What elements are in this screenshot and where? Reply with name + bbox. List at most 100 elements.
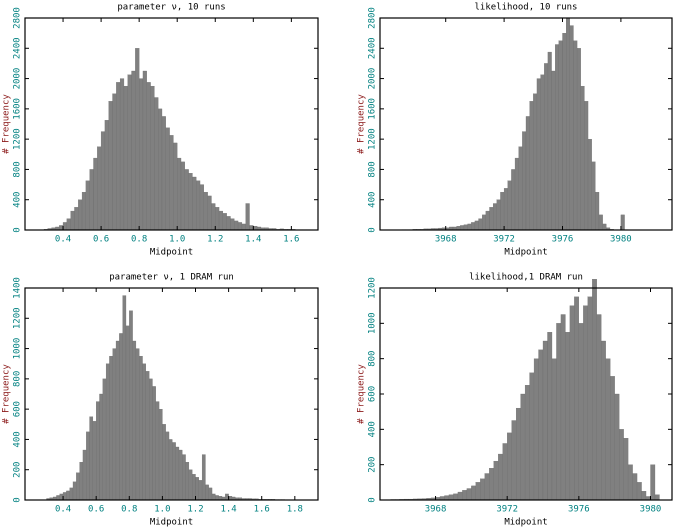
bar bbox=[66, 218, 71, 231]
bar bbox=[598, 214, 603, 231]
bar bbox=[89, 416, 94, 501]
bar bbox=[496, 199, 501, 231]
bar bbox=[78, 199, 83, 231]
bar bbox=[241, 223, 246, 231]
bar bbox=[139, 78, 144, 231]
bar bbox=[580, 85, 585, 231]
x-tick-label: 3976 bbox=[568, 505, 590, 515]
y-tick-label: 1400 bbox=[13, 277, 23, 299]
bar bbox=[547, 332, 553, 501]
bar bbox=[493, 460, 499, 501]
y-tick-label: 1600 bbox=[13, 98, 23, 120]
y-tick-label: 0 bbox=[13, 227, 23, 232]
bar bbox=[199, 184, 204, 231]
x-axis-label: Midpoint bbox=[150, 248, 193, 258]
bar bbox=[587, 138, 592, 231]
bar bbox=[525, 116, 530, 231]
bar bbox=[82, 449, 87, 501]
bar bbox=[474, 220, 479, 231]
bar bbox=[182, 454, 186, 501]
y-tick-label: 1200 bbox=[368, 277, 378, 299]
bar bbox=[215, 495, 219, 501]
y-tick-label: 800 bbox=[368, 351, 378, 367]
bar bbox=[149, 378, 153, 501]
bar bbox=[207, 195, 212, 231]
x-tick-label: 1.4 bbox=[245, 235, 261, 245]
y-tick-label: 1200 bbox=[13, 128, 23, 150]
bar bbox=[175, 446, 180, 501]
bar bbox=[97, 146, 102, 231]
y-tick-label: 400 bbox=[13, 192, 23, 208]
bar bbox=[211, 493, 216, 501]
bar bbox=[237, 222, 243, 231]
bar bbox=[161, 116, 166, 231]
bar bbox=[150, 85, 155, 231]
chart-title: likelihood, 10 runs bbox=[475, 3, 578, 13]
y-tick-label: 1200 bbox=[368, 128, 378, 150]
x-axis-label: Midpoint bbox=[504, 518, 547, 528]
bar bbox=[70, 210, 75, 231]
bar bbox=[125, 325, 130, 501]
bar bbox=[555, 44, 560, 231]
bar bbox=[511, 169, 516, 231]
bar bbox=[165, 127, 170, 231]
y-tick-label: 1200 bbox=[13, 307, 23, 329]
bar bbox=[632, 473, 638, 501]
bar bbox=[72, 481, 77, 501]
x-axis-label: Midpoint bbox=[504, 248, 547, 258]
y-tick-label: 2400 bbox=[368, 37, 378, 59]
bar bbox=[96, 401, 100, 501]
x-tick-label: 0.6 bbox=[93, 235, 109, 245]
bar bbox=[467, 223, 472, 231]
bar bbox=[105, 363, 110, 501]
bar bbox=[569, 305, 575, 501]
bar bbox=[234, 220, 239, 231]
bar bbox=[109, 355, 113, 501]
y-tick-label: 200 bbox=[368, 457, 378, 473]
bar bbox=[565, 332, 571, 501]
x-tick-label: 0.8 bbox=[131, 235, 147, 245]
bar bbox=[463, 224, 468, 231]
bar bbox=[489, 468, 494, 501]
bar bbox=[201, 454, 206, 501]
bar bbox=[457, 491, 463, 501]
bar bbox=[178, 449, 183, 501]
bar bbox=[79, 461, 84, 501]
bar bbox=[86, 431, 90, 501]
bar bbox=[226, 216, 231, 231]
x-tick-label: 1.4 bbox=[220, 505, 236, 515]
y-axis-label: # Frequency bbox=[357, 364, 367, 424]
bar bbox=[158, 408, 163, 501]
bar bbox=[76, 472, 80, 501]
bar bbox=[145, 371, 150, 501]
bar bbox=[142, 363, 146, 501]
y-tick-label: 400 bbox=[368, 421, 378, 437]
y-tick-label: 2800 bbox=[368, 7, 378, 29]
bar bbox=[66, 490, 70, 501]
bar bbox=[601, 340, 606, 501]
bar bbox=[538, 349, 544, 501]
x-axis-label: Midpoint bbox=[150, 518, 193, 528]
x-tick-label: 3968 bbox=[435, 235, 457, 245]
bar bbox=[215, 207, 220, 231]
bar bbox=[116, 82, 121, 231]
bar bbox=[627, 464, 633, 501]
y-tick-label: 400 bbox=[13, 431, 23, 447]
bar bbox=[188, 173, 193, 231]
bar bbox=[520, 393, 526, 501]
bar bbox=[112, 93, 117, 231]
bar bbox=[62, 222, 68, 231]
bar bbox=[587, 296, 593, 501]
bar bbox=[578, 323, 584, 501]
bar bbox=[480, 478, 485, 501]
bar bbox=[131, 70, 136, 231]
bar bbox=[135, 348, 140, 501]
bar bbox=[507, 180, 512, 231]
bar bbox=[127, 74, 132, 231]
y-tick-label: 0 bbox=[368, 227, 378, 232]
bar bbox=[180, 161, 185, 231]
bar bbox=[162, 424, 166, 501]
bar bbox=[165, 431, 170, 501]
y-axis-label: # Frequency bbox=[2, 94, 12, 154]
bar bbox=[56, 495, 60, 501]
